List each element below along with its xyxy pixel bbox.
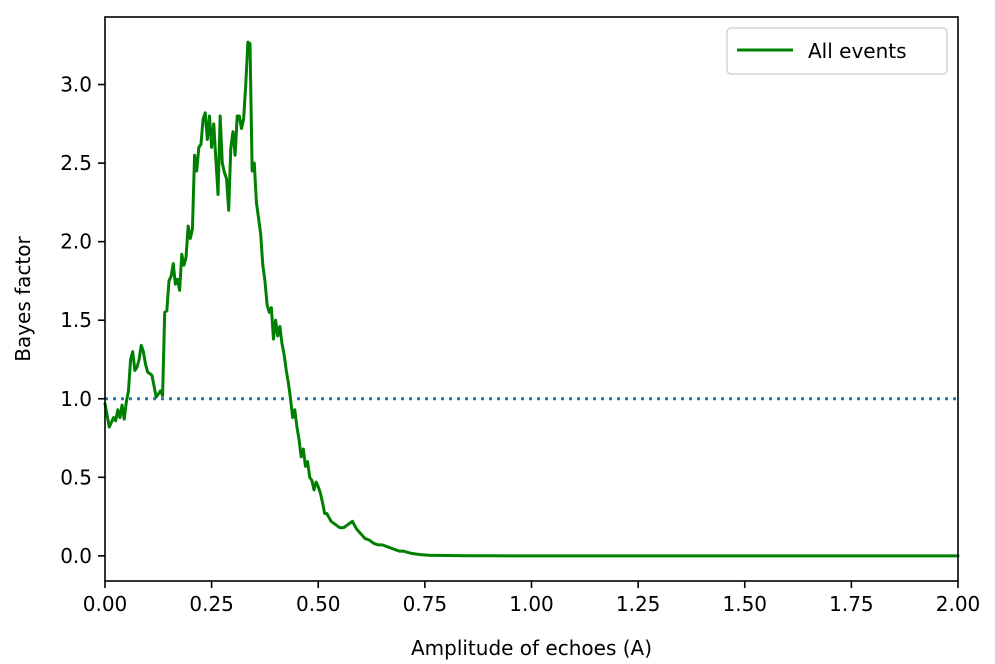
- x-tick-label: 0.00: [83, 592, 128, 616]
- x-tick-label: 1.00: [509, 592, 554, 616]
- legend-label: All events: [808, 39, 907, 63]
- x-tick-label: 2.00: [936, 592, 981, 616]
- series-line-0: [103, 40, 960, 558]
- plot-area: [105, 17, 958, 581]
- y-tick-label: 2.0: [60, 230, 92, 254]
- y-tick-label: 3.0: [60, 73, 92, 97]
- x-tick-label: 1.50: [722, 592, 767, 616]
- y-tick-label: 0.0: [60, 544, 92, 568]
- x-tick-label: 1.25: [616, 592, 661, 616]
- y-tick-label: 0.5: [60, 465, 92, 489]
- x-tick-label: 1.75: [829, 592, 874, 616]
- y-axis-label: Bayes factor: [11, 235, 35, 361]
- y-tick-label: 1.0: [60, 387, 92, 411]
- y-tick-label: 1.5: [60, 308, 92, 332]
- y-tick-label: 2.5: [60, 151, 92, 175]
- x-tick-label: 0.75: [403, 592, 448, 616]
- x-tick-label: 0.25: [189, 592, 234, 616]
- legend: All events: [726, 27, 948, 75]
- legend-box: [726, 27, 948, 75]
- x-tick-label: 0.50: [296, 592, 341, 616]
- x-axis-label: Amplitude of echoes (A): [411, 636, 652, 660]
